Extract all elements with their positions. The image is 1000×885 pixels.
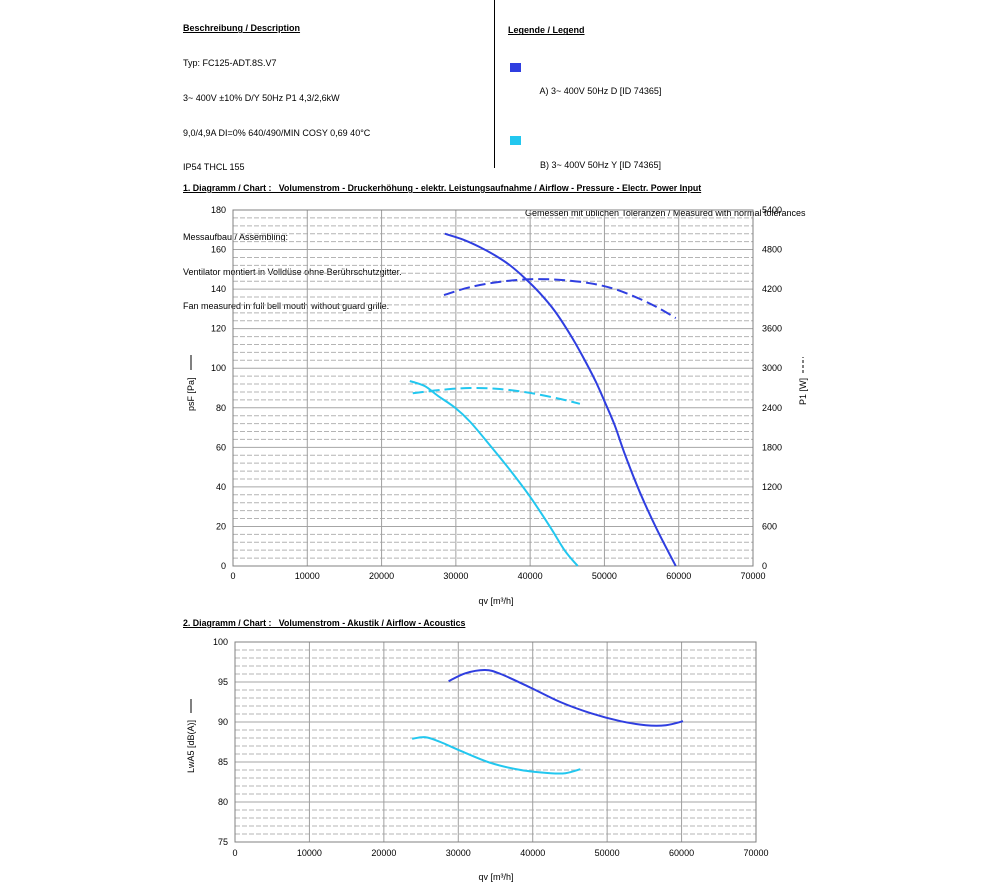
chart-2-y-tick-label: 85 bbox=[218, 757, 228, 767]
chart-2-series-a-left-axis-solid-line bbox=[448, 668, 684, 727]
chart-1-y2-tick-label: 3000 bbox=[762, 363, 782, 373]
chart-2-x-tick-label: 20000 bbox=[371, 848, 396, 858]
chart-1-y2-tick-label: 600 bbox=[762, 521, 777, 531]
chart-2-y-tick-label: 75 bbox=[218, 837, 228, 847]
chart-1-airflow-pressure-power: 0 10000 20000 30000 40000 50000 60000 700000204… bbox=[186, 205, 808, 606]
chart-2-series-b-left-axis-solid-line bbox=[411, 736, 581, 775]
chart-1-y-tick-label: 0 bbox=[221, 561, 226, 571]
chart-1-y2label: P1 [W] bbox=[798, 378, 808, 405]
chart-1-y2-tick-label: 1800 bbox=[762, 442, 782, 452]
assembly-line-en: Fan measured in full bell mouth without … bbox=[183, 301, 390, 312]
chart-1-xlabel: qv [m³/h] bbox=[478, 596, 513, 606]
chart-2-x-tick-label: 10000 bbox=[297, 848, 322, 858]
assembly-line-de: Ventilator montiert in Volldüse ohne Ber… bbox=[183, 266, 402, 277]
chart-2-y-tick-label: 80 bbox=[218, 797, 228, 807]
legend-label-b: B) 3~ 400V 50Hz Y [ID 74365] bbox=[540, 159, 662, 170]
chart-1-title: 1. Diagramm / Chart : Volumenstrom - Dru… bbox=[183, 183, 702, 193]
chart-1-series-b-right-axis-dashed-line bbox=[412, 386, 581, 405]
description-heading: Beschreibung / Description bbox=[183, 23, 301, 34]
chart-1-y2-tick-label: 5400 bbox=[762, 205, 782, 215]
chart-1-ylabel: psF [Pa] bbox=[186, 377, 196, 411]
assembly-heading: Messaufbau / Assembling: bbox=[183, 231, 289, 242]
chart-1-y2-tick-label: 4200 bbox=[762, 284, 782, 294]
chart-2-xlabel: qv [m³/h] bbox=[478, 872, 513, 882]
chart-1-x-tick-label: 10000 bbox=[295, 571, 320, 581]
chart-1-y2-tick-label: 3600 bbox=[762, 324, 782, 334]
chart-1-y2-tick-label: 4800 bbox=[762, 245, 782, 255]
chart-1-y2-tick-label: 0 bbox=[762, 561, 767, 571]
chart-1-y-tick-label: 20 bbox=[216, 521, 226, 531]
chart-1-x-tick-label: 50000 bbox=[592, 571, 617, 581]
chart-1-y-tick-label: 80 bbox=[216, 403, 226, 413]
chart-1-x-tick-label: 70000 bbox=[740, 571, 765, 581]
chart-2-airflow-acoustics: 0 10000 20000 30000 40000 50000 60000 70000 75 80… bbox=[186, 637, 769, 882]
legend-item-a: A) 3~ 400V 50Hz D [ID 74365] bbox=[508, 61, 805, 110]
legend-block: Legende / Legend A) 3~ 400V 50Hz D [ID 7… bbox=[508, 0, 805, 244]
chart-2-ylabel: LwA5 [dB(A)] bbox=[186, 720, 196, 773]
chart-2-x-tick-label: 70000 bbox=[743, 848, 768, 858]
chart-1-tick-labels: 0 10000 20000 30000 40000 50000 60000 700000204… bbox=[211, 205, 782, 581]
chart-2-y-tick-label: 100 bbox=[213, 637, 228, 647]
chart-2-x-tick-label: 60000 bbox=[669, 848, 694, 858]
chart-1-x-tick-label: 20000 bbox=[369, 571, 394, 581]
chart-1-y-tick-label: 160 bbox=[211, 245, 226, 255]
chart-2-plot: 0 10000 20000 30000 40000 50000 60000 70000 75 80… bbox=[213, 637, 769, 858]
chart-1-y2-tick-label: 2400 bbox=[762, 403, 782, 413]
chart-1-y-tick-label: 100 bbox=[211, 363, 226, 373]
chart-1-y-tick-label: 40 bbox=[216, 482, 226, 492]
description-protection-line: IP54 THCL 155 bbox=[183, 162, 245, 173]
chart-2-series-lines bbox=[411, 668, 684, 775]
chart-2-tick-labels: 0 10000 20000 30000 40000 50000 60000 70000 75 80… bbox=[213, 637, 769, 858]
chart-1-series-b-left-axis-solid-line bbox=[409, 380, 579, 567]
chart-1-y-tick-label: 180 bbox=[211, 205, 226, 215]
chart-2-plot-frame bbox=[234, 641, 757, 843]
chart-1-y-tick-label: 120 bbox=[211, 324, 226, 334]
chart-1-x-tick-label: 40000 bbox=[518, 571, 543, 581]
chart-1-x-tick-label: 30000 bbox=[443, 571, 468, 581]
chart-1-plot-frame bbox=[232, 209, 754, 567]
description-current-line: 9,0/4,9A DI=0% 640/490/MIN COSY 0,69 40°… bbox=[183, 127, 371, 138]
chart-2-x-tick-label: 0 bbox=[232, 848, 237, 858]
chart-1-y2-tick-label: 1200 bbox=[762, 482, 782, 492]
chart-2-y-axis-label: LwA5 [dB(A)] bbox=[186, 699, 196, 773]
description-voltage-line: 3~ 400V ±10% D/Y 50Hz P1 4,3/2,6kW bbox=[183, 92, 340, 103]
chart-2-grid bbox=[234, 641, 757, 843]
chart-2-y-tick-label: 90 bbox=[218, 717, 228, 727]
chart-1-y-axis-label: psF [Pa] bbox=[186, 355, 196, 411]
header-divider bbox=[494, 0, 495, 168]
chart-2-x-tick-label: 40000 bbox=[520, 848, 545, 858]
chart-1-series-a-left-axis-solid-line bbox=[444, 232, 677, 567]
chart-1-y2-axis-label: P1 [W] bbox=[798, 357, 808, 405]
chart-2-y-tick-label: 95 bbox=[218, 677, 228, 687]
legend-item-b: B) 3~ 400V 50Hz Y [ID 74365] bbox=[508, 134, 805, 183]
description-block: Beschreibung / Description Typ: FC125-AD… bbox=[183, 0, 402, 336]
chart-1-x-tick-label: 0 bbox=[230, 571, 235, 581]
legend-tolerance-note: Gemessen mit üblichen Toleranzen / Measu… bbox=[525, 208, 806, 219]
chart-1-plot: 0 10000 20000 30000 40000 50000 60000 700000204… bbox=[211, 205, 782, 581]
description-type-line: Typ: FC125-ADT.8S.V7 bbox=[183, 57, 277, 68]
legend-heading: Legende / Legend bbox=[508, 25, 585, 36]
chart-1-y-tick-label: 140 bbox=[211, 284, 226, 294]
chart-2-title: 2. Diagramm / Chart : Volumenstrom - Aku… bbox=[183, 618, 466, 628]
chart-2-x-tick-label: 50000 bbox=[595, 848, 620, 858]
chart-1-series-a-right-axis-dashed-line bbox=[443, 278, 677, 319]
legend-swatch-a bbox=[510, 62, 521, 72]
legend-label-a: A) 3~ 400V 50Hz D [ID 74365] bbox=[539, 86, 662, 97]
legend-swatch-b bbox=[510, 135, 521, 145]
chart-1-y-tick-label: 60 bbox=[216, 442, 226, 452]
chart-2-x-tick-label: 30000 bbox=[446, 848, 471, 858]
chart-1-x-tick-label: 60000 bbox=[666, 571, 691, 581]
chart-1-series-lines bbox=[409, 232, 677, 567]
